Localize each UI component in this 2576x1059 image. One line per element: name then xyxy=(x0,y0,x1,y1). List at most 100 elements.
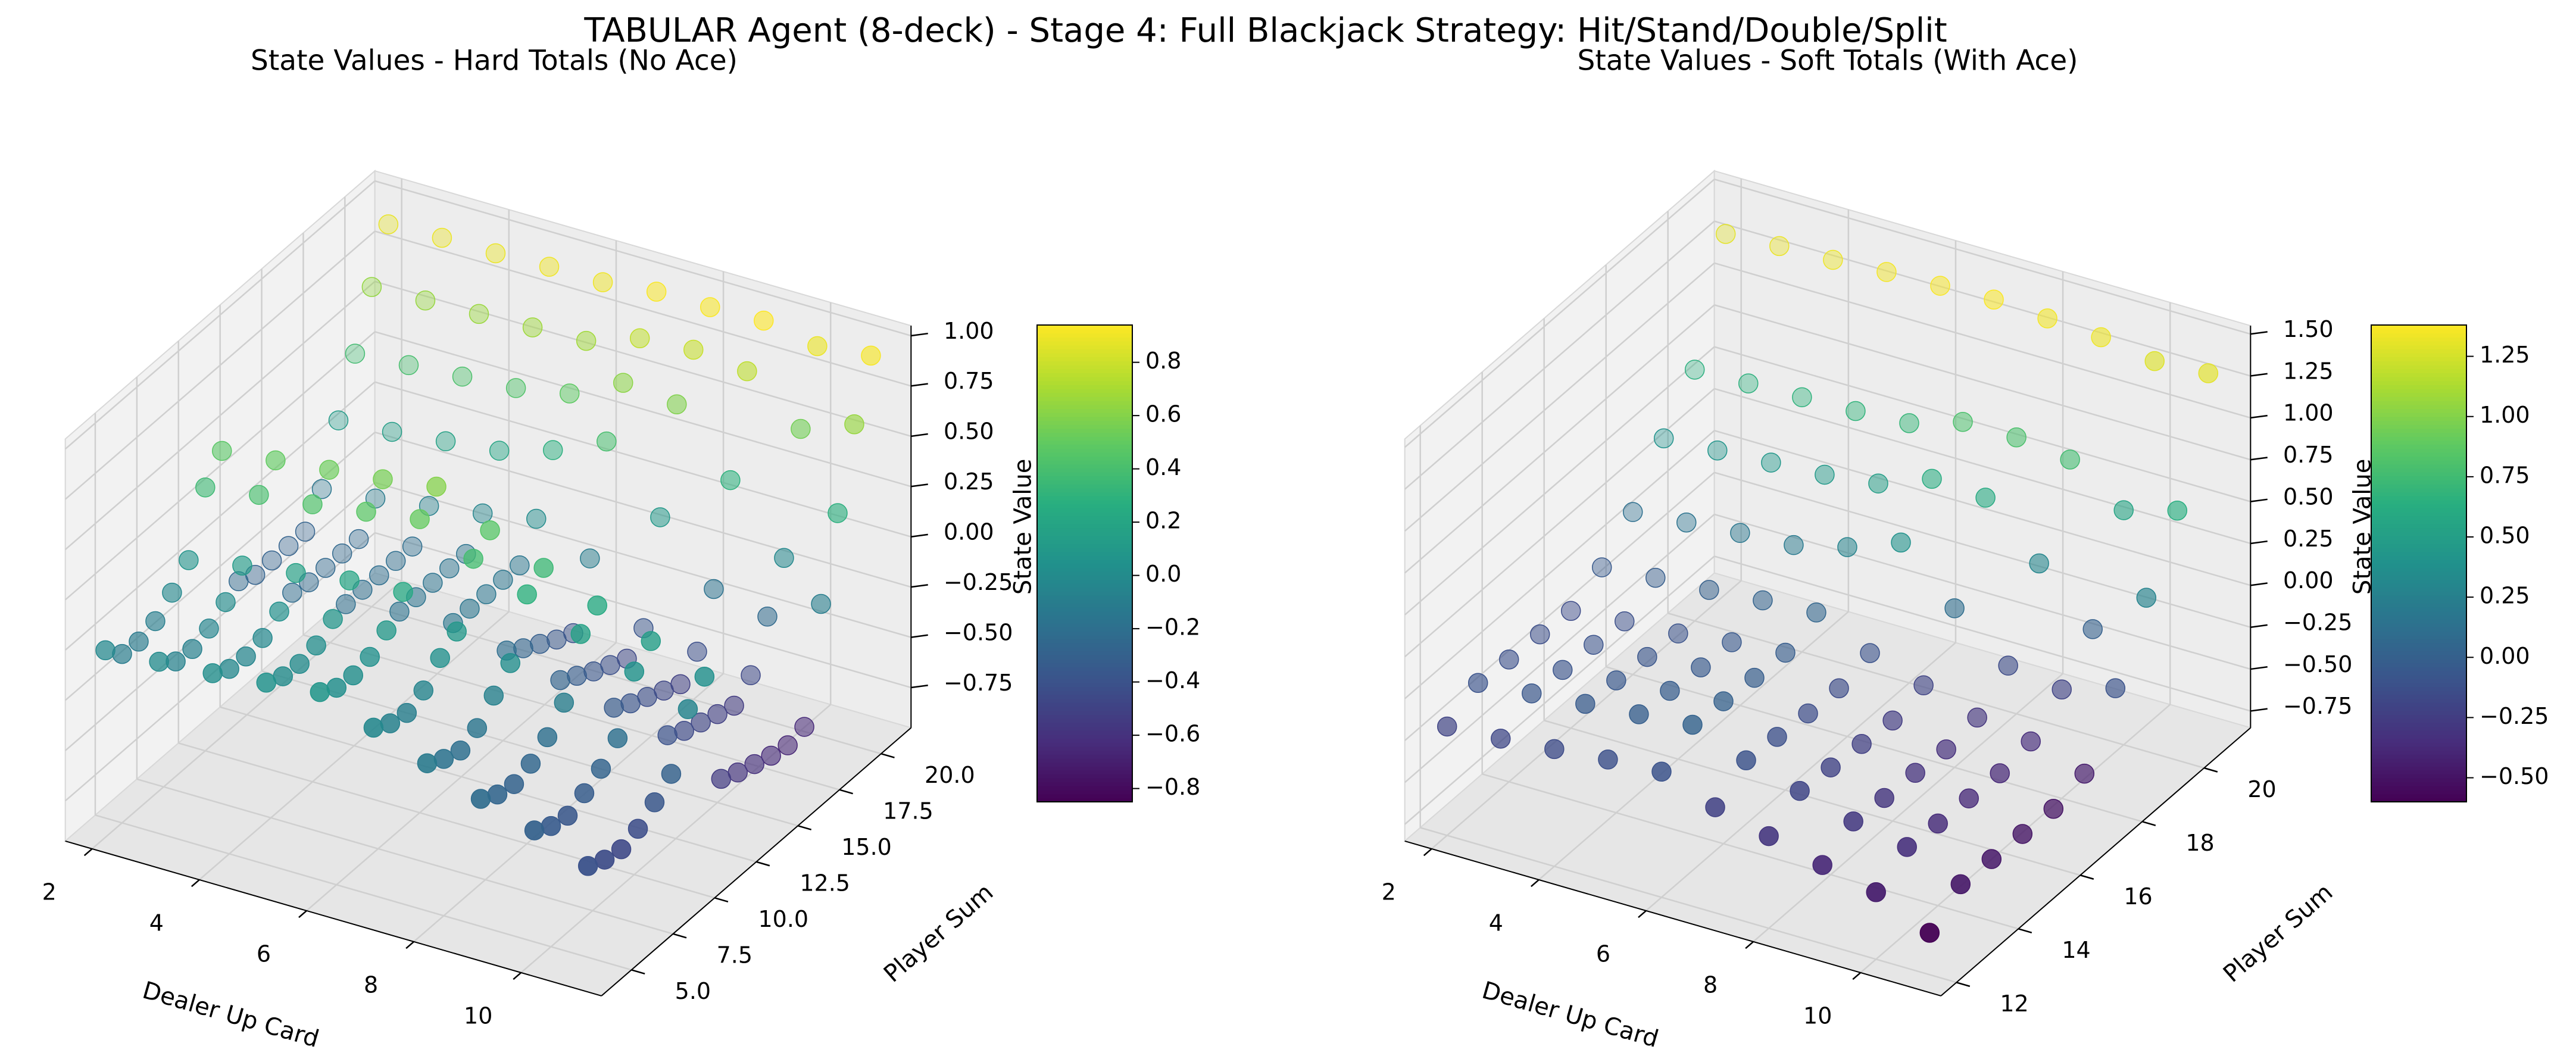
colorbar-step xyxy=(2371,388,2466,393)
colorbar-step xyxy=(2371,603,2466,608)
data-point xyxy=(1615,611,1635,632)
colorbar-step xyxy=(2371,694,2466,699)
y-axis-line xyxy=(1940,727,2251,996)
grid-line xyxy=(1404,179,1715,448)
data-point xyxy=(1437,716,1457,737)
data-point xyxy=(1930,276,1950,296)
data-point xyxy=(1981,849,2002,869)
tick-mark xyxy=(880,752,895,758)
colorbar-step xyxy=(2371,789,2466,795)
tick-mark xyxy=(2141,820,2156,826)
x-tick-label: 4 xyxy=(1489,910,1503,936)
colorbar-step xyxy=(2371,599,2466,604)
data-point xyxy=(286,563,306,583)
grid-line xyxy=(220,706,757,863)
colorbar-step xyxy=(2371,436,2466,441)
colorbar-step xyxy=(1037,432,1132,437)
subplot: 2 4 6 8 10 12 14 16 18 20 −0.75 −0.50 −0.25 0.00 0.25 0… xyxy=(1382,45,2549,1054)
data-point xyxy=(435,431,456,452)
colorbar-step xyxy=(1037,408,1132,413)
grid-line xyxy=(1404,514,1715,783)
colorbar-step xyxy=(1037,448,1132,453)
data-point xyxy=(1684,360,1705,380)
colorbar-step xyxy=(2371,623,2466,628)
colorbar-step xyxy=(2371,706,2466,711)
data-point xyxy=(1713,691,1734,711)
data-point xyxy=(737,361,757,382)
colorbar-step xyxy=(1037,464,1132,469)
colorbar-step xyxy=(1037,734,1132,739)
colorbar-step xyxy=(1037,591,1132,596)
colorbar-step xyxy=(2371,476,2466,481)
data-point xyxy=(446,621,467,642)
data-point xyxy=(704,579,724,599)
colorbar-step xyxy=(2371,325,2466,330)
data-point xyxy=(720,470,741,491)
data-point xyxy=(1882,710,1903,731)
grid-line xyxy=(1645,642,1956,911)
colorbar-tick-label: 1.00 xyxy=(2480,402,2530,428)
tick-mark xyxy=(2250,414,2268,419)
data-point xyxy=(657,725,677,745)
data-point xyxy=(576,330,597,351)
grid-line xyxy=(64,482,376,751)
data-point xyxy=(460,598,480,619)
colorbar-step xyxy=(1037,702,1132,707)
data-point xyxy=(315,558,336,578)
data-point xyxy=(1775,642,1796,663)
colorbar-step xyxy=(1037,460,1132,465)
colorbar-tick-label: −0.6 xyxy=(1145,721,1200,747)
data-point xyxy=(199,618,219,639)
grid-line xyxy=(374,431,911,588)
data-point xyxy=(2029,553,2049,574)
tick-mark xyxy=(631,969,645,975)
data-point xyxy=(539,257,560,277)
data-point xyxy=(757,607,778,627)
data-point xyxy=(1851,734,1872,754)
colorbar-step xyxy=(2371,774,2466,779)
colorbar-step xyxy=(1037,523,1132,529)
grid-line xyxy=(1714,513,2251,670)
grid-line xyxy=(64,331,376,601)
data-point xyxy=(1837,537,1857,557)
data-point xyxy=(393,582,413,602)
grid-line xyxy=(1404,346,1715,616)
colorbar-step xyxy=(2371,520,2466,524)
colorbar-step xyxy=(2371,738,2466,743)
data-point xyxy=(844,414,864,435)
grid-line xyxy=(1420,827,1957,983)
data-point xyxy=(667,394,687,415)
colorbar-step xyxy=(2371,718,2466,723)
tick-mark xyxy=(1638,910,1647,919)
z-tick-label: 0.25 xyxy=(944,468,994,495)
x-tick-label: 2 xyxy=(1382,879,1396,905)
x-tick-label: 6 xyxy=(1596,941,1610,967)
data-point xyxy=(323,609,343,629)
grid-line xyxy=(374,180,911,337)
data-point xyxy=(1660,680,1680,701)
colorbar-step xyxy=(1037,456,1132,461)
colorbar-step xyxy=(1037,547,1132,552)
colorbar-step xyxy=(2371,543,2466,548)
colorbar-step xyxy=(1037,352,1132,358)
colorbar-step xyxy=(2371,357,2466,361)
data-point xyxy=(1544,739,1565,760)
data-point xyxy=(2198,363,2219,383)
colorbar-step xyxy=(2371,373,2466,377)
colorbar-step xyxy=(2371,698,2466,703)
data-point xyxy=(1491,729,1511,749)
colorbar-step xyxy=(2371,618,2466,624)
data-point xyxy=(1591,557,1612,577)
colorbar-step xyxy=(1037,520,1132,524)
colorbar-step xyxy=(1037,639,1132,643)
grid-line xyxy=(374,381,911,538)
data-point xyxy=(2105,678,2126,698)
colorbar-step xyxy=(1037,508,1132,513)
data-point xyxy=(1761,452,1781,473)
grid-line xyxy=(64,180,376,450)
y-tick-label: 15.0 xyxy=(841,834,892,860)
colorbar-tick-label: 0.25 xyxy=(2480,583,2530,609)
tick-mark xyxy=(673,933,687,939)
grid-line xyxy=(1714,220,2251,377)
data-point xyxy=(700,297,720,317)
